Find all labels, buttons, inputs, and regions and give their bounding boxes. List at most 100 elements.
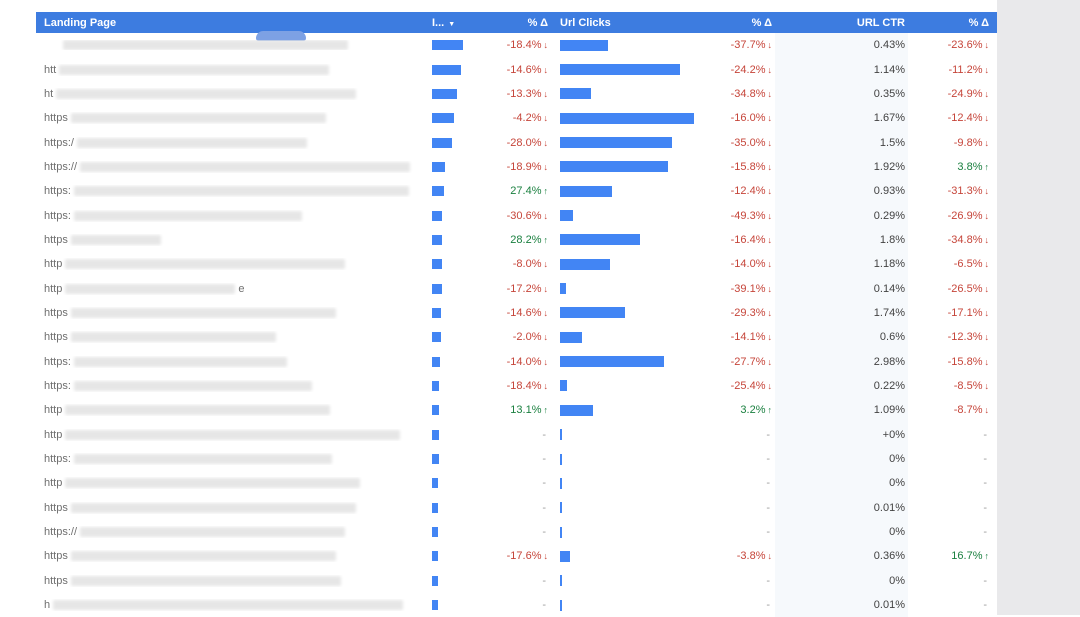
ctr-delta: -8.5% ↓ bbox=[953, 379, 990, 392]
table-row[interactable]: https - - 0.01% - bbox=[36, 495, 997, 520]
landing-page-cell[interactable]: https: bbox=[36, 185, 432, 197]
column-header-clicks-delta[interactable]: % Δ bbox=[751, 16, 772, 29]
table-row[interactable]: https:// -18.9% ↓ -15.8% ↓ 1.92% 3.8% ↑ bbox=[36, 154, 997, 180]
landing-page-cell[interactable]: https bbox=[36, 550, 432, 562]
table-row[interactable]: https - - 0% - bbox=[36, 568, 997, 593]
table-row[interactable]: https:/ -28.0% ↓ -35.0% ↓ 1.5% -9.8% ↓ bbox=[36, 130, 997, 155]
table-row[interactable]: https -2.0% ↓ -14.1% ↓ 0.6% -12.3% ↓ bbox=[36, 325, 997, 350]
delta-arrow-icon: ↓ bbox=[984, 88, 990, 99]
column-header-url-clicks[interactable]: Url Clicks bbox=[560, 16, 611, 29]
column-header-impressions-delta[interactable]: % Δ bbox=[527, 16, 548, 29]
landing-page-cell[interactable]: https:// bbox=[36, 161, 432, 173]
column-header-landing-page[interactable]: Landing Page bbox=[44, 16, 117, 29]
url-ctr-value: 0.6% bbox=[879, 331, 905, 344]
table-row[interactable]: ht -13.3% ↓ -34.8% ↓ 0.35% -24.9% ↓ bbox=[36, 81, 997, 107]
landing-page-cell[interactable]: https bbox=[36, 307, 432, 319]
ctr-delta-cell: 3.8% ↑ bbox=[908, 161, 997, 173]
landing-page-cell[interactable]: https bbox=[36, 502, 432, 514]
landing-page-cell[interactable]: http bbox=[36, 404, 432, 416]
column-header-impressions[interactable]: I... ▼ bbox=[432, 17, 475, 29]
url-ctr-value: 0.43% bbox=[873, 39, 905, 52]
url-clicks-cell bbox=[552, 550, 700, 562]
landing-page-cell[interactable]: https: bbox=[36, 453, 432, 465]
table-row[interactable]: https: 27.4% ↑ -12.4% ↓ 0.93% -31.3% ↓ bbox=[36, 179, 997, 204]
url-ctr-value: 0.22% bbox=[873, 379, 905, 392]
landing-page-cell[interactable]: https:// bbox=[36, 526, 432, 538]
table-row[interactable]: https -4.2% ↓ -16.0% ↓ 1.67% -12.4% ↓ bbox=[36, 106, 997, 131]
url-clicks-bar bbox=[560, 404, 593, 416]
url-ctr-value: 0% bbox=[889, 453, 905, 466]
clicks-delta: - bbox=[766, 477, 770, 490]
sort-desc-icon[interactable]: ▼ bbox=[448, 20, 456, 28]
table-row[interactable]: h - - 0.01% - bbox=[36, 592, 997, 617]
landing-page-cell[interactable] bbox=[36, 40, 432, 51]
table-row[interactable]: https: -14.0% ↓ -27.7% ↓ 2.98% -15.8% ↓ bbox=[36, 349, 997, 374]
table-row[interactable]: https: -30.6% ↓ -49.3% ↓ 0.29% -26.9% ↓ bbox=[36, 203, 997, 228]
ctr-delta: -12.3% ↓ bbox=[947, 331, 989, 344]
impressions-delta: 27.4% ↑ bbox=[510, 185, 548, 198]
table-row[interactable]: https -17.6% ↓ -3.8% ↓ 0.36% 16.7% ↑ bbox=[36, 544, 997, 569]
impressions-cell bbox=[432, 575, 475, 586]
table-row[interactable]: http - - 0% - bbox=[36, 471, 997, 496]
landing-page-cell[interactable]: htt bbox=[36, 64, 432, 76]
url-ctr-cell: 0.93% bbox=[775, 179, 908, 204]
table-row[interactable]: https 28.2% ↑ -16.4% ↓ 1.8% -34.8% ↓ bbox=[36, 227, 997, 253]
table-row[interactable]: http e -17.2% ↓ -39.1% ↓ 0.14% -26.5% ↓ bbox=[36, 276, 997, 301]
impressions-delta: - bbox=[542, 526, 546, 539]
table-row[interactable]: http 13.1% ↑ 3.2% ↑ 1.09% -8.7% ↓ bbox=[36, 398, 997, 423]
table-row[interactable]: http - - +0% - bbox=[36, 422, 997, 447]
impressions-delta-cell: - bbox=[475, 599, 552, 611]
table-row[interactable]: https -14.6% ↓ -29.3% ↓ 1.74% -17.1% ↓ bbox=[36, 300, 997, 326]
impressions-delta: -4.2% ↓ bbox=[512, 112, 548, 125]
landing-page-cell[interactable]: http bbox=[36, 429, 432, 441]
delta-arrow-icon: ↓ bbox=[543, 283, 549, 294]
landing-page-cell[interactable]: https bbox=[36, 234, 432, 246]
page-canvas-gutter bbox=[997, 0, 1080, 615]
table-row[interactable]: https:// - - 0% - bbox=[36, 519, 997, 545]
clicks-delta-cell: - bbox=[700, 453, 775, 465]
landing-page-cell[interactable]: https:/ bbox=[36, 137, 432, 149]
table-row[interactable]: http -8.0% ↓ -14.0% ↓ 1.18% -6.5% ↓ bbox=[36, 252, 997, 277]
ctr-delta: - bbox=[983, 428, 987, 441]
column-header-ctr-delta[interactable]: % Δ bbox=[968, 16, 989, 29]
ctr-delta: - bbox=[983, 477, 987, 490]
ctr-delta-cell: -31.3% ↓ bbox=[908, 185, 997, 197]
landing-page-cell[interactable]: https bbox=[36, 575, 432, 587]
blurred-url-text bbox=[65, 429, 401, 440]
url-ctr-value: 0.29% bbox=[873, 209, 905, 222]
delta-arrow-icon: ↓ bbox=[984, 380, 990, 391]
delta-arrow-icon: ↓ bbox=[984, 113, 990, 124]
table-row[interactable]: https: -18.4% ↓ -25.4% ↓ 0.22% -8.5% ↓ bbox=[36, 373, 997, 399]
delta-arrow-icon: ↓ bbox=[543, 307, 549, 318]
landing-page-cell[interactable]: http bbox=[36, 477, 432, 489]
impressions-bar bbox=[432, 234, 442, 245]
landing-page-cell[interactable]: https bbox=[36, 112, 432, 124]
landing-page-cell[interactable]: https: bbox=[36, 210, 432, 222]
clicks-delta-cell: - bbox=[700, 526, 775, 538]
landing-page-cell[interactable]: h bbox=[36, 599, 432, 611]
clicks-delta: -16.0% ↓ bbox=[730, 112, 772, 125]
landing-page-cell[interactable]: http e bbox=[36, 283, 432, 295]
delta-arrow-icon: ↓ bbox=[767, 64, 773, 75]
landing-page-cell[interactable]: https: bbox=[36, 380, 432, 392]
landing-page-cell[interactable]: http bbox=[36, 258, 432, 270]
url-ctr-cell: 0.35% bbox=[775, 81, 908, 107]
url-ctr-cell: 0.01% bbox=[775, 495, 908, 520]
blurred-url-text bbox=[80, 527, 346, 538]
ctr-delta: -24.9% ↓ bbox=[947, 87, 990, 100]
impressions-cell bbox=[432, 64, 475, 75]
table-row[interactable]: -18.4% ↓ -37.7% ↓ 0.43% -23.6% ↓ bbox=[36, 33, 997, 58]
clicks-delta-cell: -16.0% ↓ bbox=[700, 112, 775, 124]
landing-page-cell[interactable]: https: bbox=[36, 356, 432, 368]
url-clicks-bar bbox=[560, 64, 680, 76]
landing-page-cell[interactable]: https bbox=[36, 331, 432, 343]
url-ctr-value: 0.01% bbox=[873, 501, 905, 514]
column-header-url-ctr[interactable]: URL CTR bbox=[856, 16, 905, 29]
delta-arrow-icon: ↓ bbox=[543, 332, 549, 343]
ctr-delta: - bbox=[983, 501, 987, 514]
table-row[interactable]: https: - - 0% - bbox=[36, 446, 997, 472]
table-row[interactable]: htt -14.6% ↓ -24.2% ↓ 1.14% -11.2% ↓ bbox=[36, 57, 997, 82]
impressions-bar bbox=[432, 113, 454, 124]
landing-page-cell[interactable]: ht bbox=[36, 88, 432, 100]
url-ctr-value: 0.35% bbox=[873, 87, 905, 100]
